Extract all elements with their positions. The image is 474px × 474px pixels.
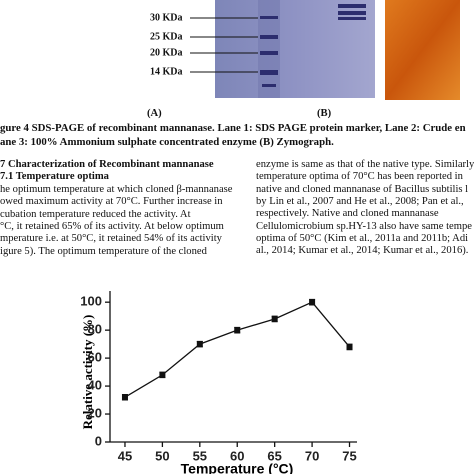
text-line: temperature optima of 70°C has been repo… [256, 171, 463, 183]
text-line: igure 5). The optimum temperature of the… [0, 245, 207, 257]
x-axis-label: Temperature (°C) [181, 461, 294, 474]
y-tick-label: 40 [88, 378, 102, 393]
y-tick-label: 20 [88, 405, 102, 420]
data-point [346, 343, 353, 350]
data-line [124, 301, 351, 398]
text-line: he optimum temperature at which cloned β… [0, 184, 233, 195]
text-line: respectively. Native and cloned mannanas… [256, 208, 439, 220]
x-tick-label: 75 [342, 448, 356, 463]
caption-line: gure 4 SDS-PAGE of recombinant mannanase… [0, 122, 466, 134]
text-line: owed maximum activity at 70°C. Further i… [0, 196, 223, 208]
text-line: by Lin et al., 2007 and He et al., 2008;… [256, 195, 464, 207]
x-tick-label: 45 [118, 448, 132, 463]
marker-label: 30 KDa [150, 12, 183, 23]
panel-label: (B) [317, 108, 332, 119]
data-point [271, 315, 278, 322]
subsection-heading: 7.1 Temperature optima [0, 171, 109, 182]
text-line: °C, it retained 65% of its activity. At … [0, 220, 224, 232]
section-heading: 7 Characterization of Recombinant mannan… [0, 159, 214, 170]
y-tick-label: 60 [88, 350, 102, 365]
data-point [159, 371, 166, 378]
data-point [196, 341, 203, 348]
y-tick-label: 0 [95, 433, 102, 448]
x-tick-label: 65 [267, 448, 281, 463]
text-line: al., 2014; Kumar et al., 2014; Kumar et … [256, 245, 469, 257]
marker-label: 25 KDa [150, 31, 183, 42]
y-tick-label: 80 [88, 322, 102, 337]
data-point [309, 299, 316, 306]
x-tick-label: 60 [230, 448, 244, 463]
data-point [121, 394, 128, 401]
figure-4-image: 30 KDa 25 KDa 20 KDa 14 KDa [150, 0, 460, 100]
y-axis-label: Relative activity (%) [80, 315, 95, 430]
x-tick-label: 70 [305, 448, 319, 463]
marker-label: 20 KDa [150, 47, 183, 58]
y-tick-label: 100 [80, 294, 102, 309]
marker-label: 14 KDa [150, 66, 183, 77]
caption-line: ane 3: 100% Ammonium sulphate concentrat… [0, 136, 334, 148]
text-line: native and cloned mannanase of Bacillus … [256, 183, 469, 195]
text-line: mperature i.e. at 50°C, it retained 54% … [0, 233, 222, 245]
text-line: enzyme is same as that of the native typ… [256, 159, 474, 170]
data-point [234, 327, 241, 334]
text-line: Cellulomicrobium sp.HY-13 also have same… [256, 220, 472, 232]
panel-label: (A) [147, 108, 162, 119]
text-line: cubation temperature reduced the activit… [0, 208, 191, 220]
x-tick-label: 55 [193, 448, 207, 463]
text-line: optima of 50°C (Kim et al., 2011a and 20… [256, 232, 469, 244]
x-tick-label: 50 [155, 448, 169, 463]
